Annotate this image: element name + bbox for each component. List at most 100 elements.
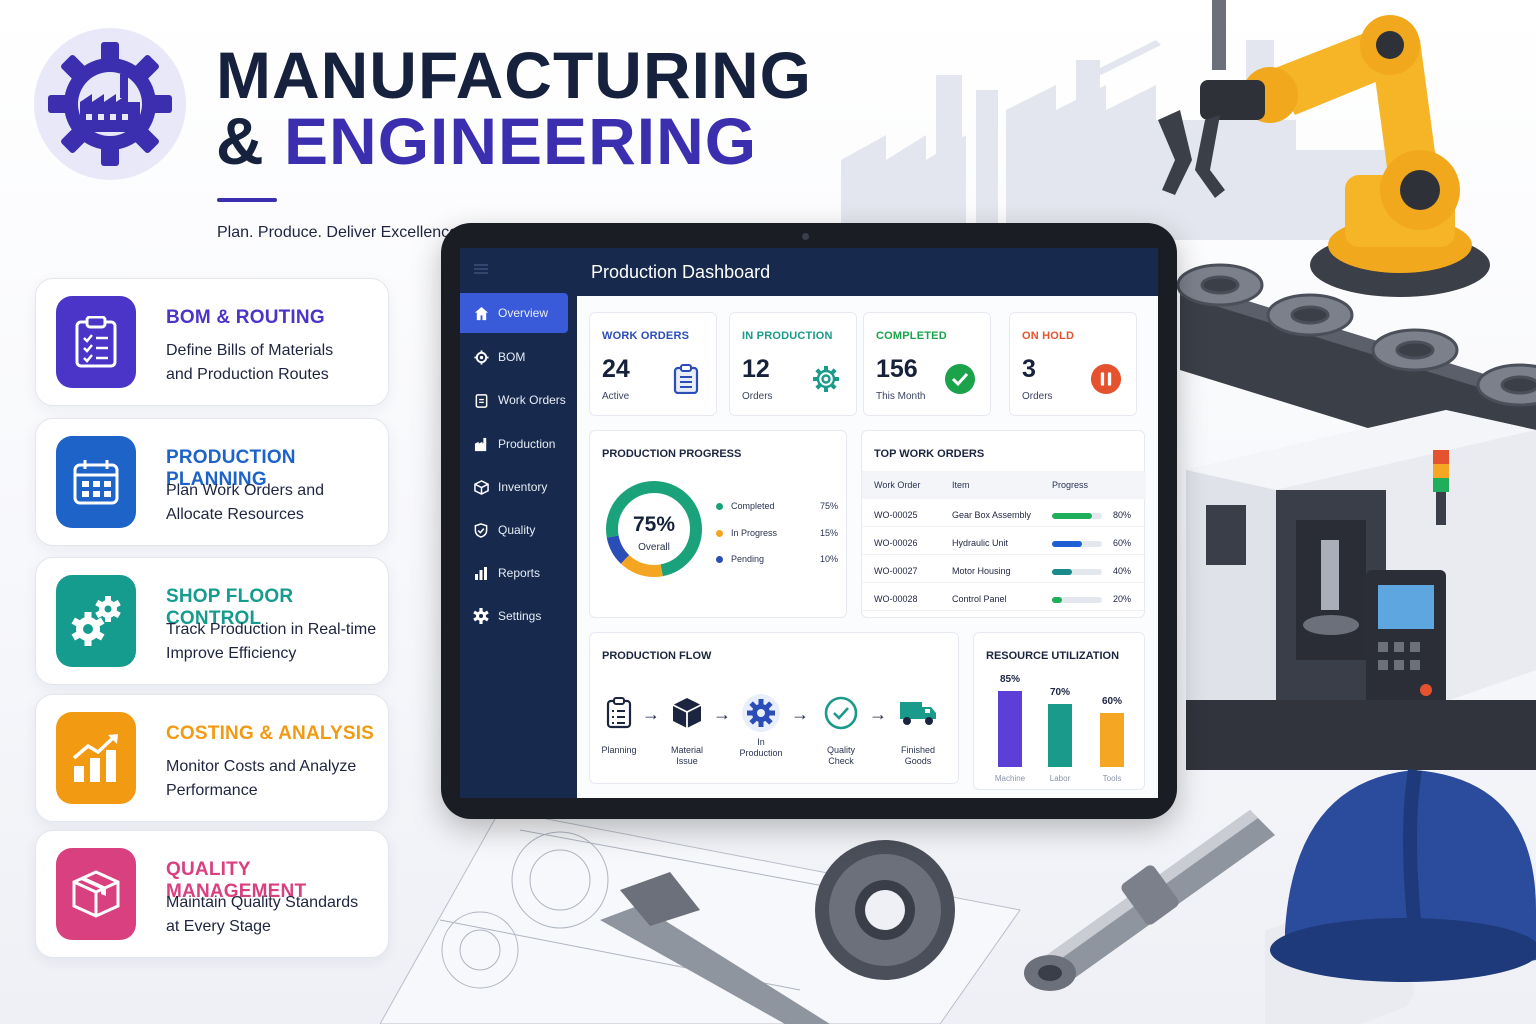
menu-icon[interactable] [474, 268, 488, 270]
resource-bar [998, 691, 1022, 767]
feature-title: BOM & ROUTING [166, 307, 325, 328]
nav-item-inventory[interactable]: Inventory [460, 467, 568, 507]
feature-card-production-planning[interactable]: PRODUCTION PLANNING Plan Work Orders and… [35, 418, 389, 546]
panel-title: RESOURCE UTILIZATION [986, 650, 1120, 662]
progress-bar [1052, 513, 1102, 519]
table-row[interactable]: WO-00025 Gear Box Assembly 80% [862, 503, 1146, 527]
resource-utilization-panel: RESOURCE UTILIZATION 85% Machine 70% Labor 6… [973, 632, 1145, 790]
nav-label: Overview [498, 306, 549, 320]
clipboard-icon [670, 363, 702, 395]
flow-step-label: Goods [904, 756, 932, 766]
resource-bar-label: Labor [1049, 774, 1071, 783]
nav-item-overview[interactable]: Overview [460, 293, 568, 333]
legend-label: Completed [731, 501, 775, 511]
legend-pending: Pending 10% [716, 552, 838, 566]
stat-sub: Active [602, 391, 630, 402]
feature-desc-line2: Improve Efficiency [166, 645, 297, 662]
gears-icon [56, 575, 136, 667]
legend-completed: Completed 75% [716, 499, 838, 513]
flow-step-planning[interactable]: Planning [584, 693, 654, 756]
nav-item-reports[interactable]: Reports [460, 553, 568, 593]
work-order-item: Control Panel [952, 594, 1007, 604]
table-row[interactable]: WO-00027 Motor Housing 40% [862, 559, 1146, 583]
flow-step-label: Issue [676, 756, 698, 766]
check-circle-icon [944, 363, 976, 395]
flow-step-material-issue[interactable]: Material Issue [652, 693, 722, 767]
calendar-icon [56, 436, 136, 528]
stat-value: 3 [1022, 355, 1036, 383]
legend-dot [716, 502, 723, 510]
progress-value: 80% [1113, 510, 1132, 520]
legend-dot [716, 555, 723, 563]
dashboard-sidebar: Overview BOM Work Orders Production Inve… [460, 248, 577, 798]
machine-shaft-illustration [1024, 810, 1275, 991]
page-title-line1: MANUFACTURING [216, 38, 812, 112]
feature-desc-line1: Plan Work Orders and [166, 482, 324, 499]
work-order-id: WO-00025 [874, 510, 918, 520]
feature-desc-line1: Maintain Quality Standards [166, 894, 359, 911]
stat-card-in-production[interactable]: IN PRODUCTION 12 Orders [729, 312, 857, 416]
resource-bar-value: 60% [1101, 696, 1122, 707]
progress-bar-fill [1052, 597, 1062, 603]
stat-card-on-hold[interactable]: ON HOLD 3 Orders [1009, 312, 1137, 416]
flow-step-finished-goods[interactable]: Finished Goods [883, 693, 953, 767]
feature-card-shop-floor-control[interactable]: SHOP FLOOR CONTROL Track Production in R… [35, 557, 389, 685]
home-icon [473, 305, 489, 321]
resource-bar-value: 85% [999, 674, 1020, 685]
title-word-engineering: ENGINEERING [284, 104, 758, 178]
clipboard-icon [584, 693, 654, 733]
progress-bar-fill [1052, 541, 1082, 547]
donut-center-value: 75% [632, 513, 676, 536]
flow-arrow: → [869, 704, 887, 724]
table-row[interactable]: WO-00026 Hydraulic Unit 60% [862, 531, 1146, 555]
donut-center-label: Overall [638, 542, 670, 553]
progress-bar [1052, 569, 1102, 575]
flow-step-in-production[interactable]: In Production [726, 693, 796, 759]
column-header: Item [952, 480, 970, 490]
progress-value: 60% [1113, 538, 1132, 548]
progress-bar-fill [1052, 513, 1092, 519]
legend-value: 10% [819, 554, 838, 564]
cube-icon [652, 693, 722, 733]
feature-description: Track Production in Real-time Improve Eff… [166, 618, 381, 666]
flow-step-label: Planning [601, 745, 637, 755]
table-row[interactable]: WO-00028 Control Panel 20% [862, 587, 1146, 611]
growth-chart-icon [56, 712, 136, 804]
clipboard-icon [473, 392, 489, 408]
stat-label: IN PRODUCTION [742, 330, 833, 342]
feature-card-costing-analysis[interactable]: COSTING & ANALYSIS Monitor Costs and Ana… [35, 694, 389, 822]
feature-title: QUALITY MANAGEMENT [166, 859, 307, 902]
feature-card-bom-routing[interactable]: BOM & ROUTING Define Bills of Materials a… [35, 278, 389, 406]
column-header: Progress [1052, 480, 1089, 490]
nav-item-quality[interactable]: Quality [460, 510, 568, 550]
work-order-id: WO-00028 [874, 594, 918, 604]
table-header: Work Order Item Progress [862, 471, 1146, 499]
truck-icon [883, 693, 953, 733]
nav-label: Quality [498, 523, 536, 537]
nav-item-work-orders[interactable]: Work Orders [460, 380, 568, 420]
gear-icon [473, 349, 489, 365]
stat-card-completed[interactable]: COMPLETED 156 This Month [863, 312, 991, 416]
cnc-machine-illustration [1186, 410, 1536, 770]
stat-card-work-orders[interactable]: WORK ORDERS 24 Active [589, 312, 717, 416]
settings-icon [473, 608, 489, 624]
feature-title: COSTING & ANALYSIS [166, 723, 375, 744]
robot-arm-illustration [1158, 0, 1490, 297]
stat-sub: This Month [876, 391, 926, 402]
feature-card-quality-management[interactable]: QUALITY MANAGEMENT Maintain Quality Stan… [35, 830, 389, 958]
work-order-item: Hydraulic Unit [952, 538, 1009, 548]
nav-item-production[interactable]: Production [460, 424, 568, 464]
nav-item-settings[interactable]: Settings [460, 596, 568, 636]
resource-bar-value: 70% [1049, 687, 1070, 698]
feature-desc-line1: Track Production in Real-time [166, 621, 377, 638]
clipboard-icon [56, 296, 136, 388]
panel-title: PRODUCTION FLOW [602, 650, 712, 662]
nav-item-bom[interactable]: BOM [460, 337, 568, 377]
panel-title: TOP WORK ORDERS [874, 448, 985, 460]
stat-value: 156 [876, 355, 918, 383]
legend-dot [716, 529, 723, 537]
flow-step-quality-check[interactable]: Quality Check [806, 693, 876, 767]
stat-label: WORK ORDERS [602, 330, 690, 342]
title-underline [217, 198, 277, 202]
work-order-item: Gear Box Assembly [952, 510, 1032, 520]
